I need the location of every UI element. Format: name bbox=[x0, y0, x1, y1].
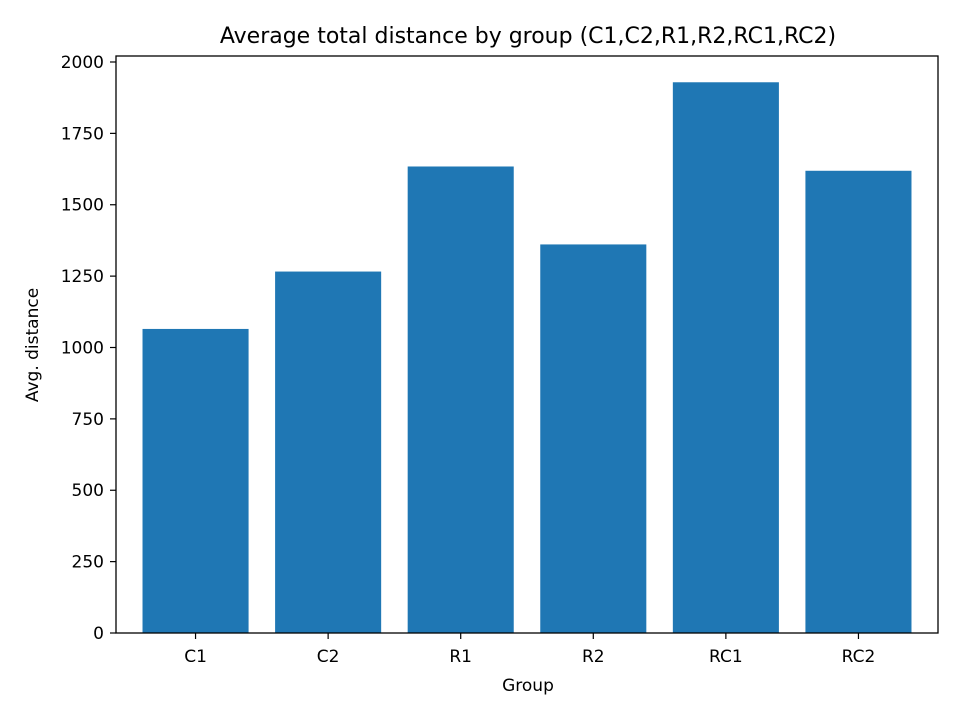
y-tick-label: 750 bbox=[72, 410, 104, 430]
y-tick-label: 2000 bbox=[61, 53, 104, 73]
y-tick-label: 1000 bbox=[61, 338, 104, 358]
y-tick-label: 0 bbox=[93, 624, 104, 644]
y-tick-label: 500 bbox=[72, 481, 104, 501]
x-tick-label: RC2 bbox=[842, 647, 876, 667]
x-axis-label: Group bbox=[502, 676, 554, 696]
bar-r2 bbox=[540, 244, 647, 633]
bar-c1 bbox=[142, 328, 249, 633]
x-tick-label: C1 bbox=[184, 647, 207, 667]
bars-group bbox=[142, 82, 912, 634]
y-tick-label: 1500 bbox=[61, 196, 104, 216]
bar-c2 bbox=[275, 271, 382, 633]
y-axis: 0 250 500 750 1000 1250 1500 1750 2000 bbox=[61, 53, 116, 644]
y-tick-label: 1250 bbox=[61, 267, 104, 287]
bar-r1 bbox=[407, 166, 514, 634]
y-tick-label: 250 bbox=[72, 553, 104, 573]
x-axis: C1 C2 R1 R2 RC1 RC2 bbox=[184, 633, 875, 667]
bar-rc1 bbox=[672, 82, 779, 633]
chart-title: Average total distance by group (C1,C2,R… bbox=[220, 24, 836, 49]
bar-rc2 bbox=[805, 170, 912, 633]
y-tick-label: 1750 bbox=[61, 124, 104, 144]
x-tick-label: R2 bbox=[582, 647, 605, 667]
x-tick-label: RC1 bbox=[709, 647, 743, 667]
plot-frame bbox=[115, 55, 939, 634]
y-axis-label: Avg. distance bbox=[23, 288, 43, 402]
x-tick-label: R1 bbox=[449, 647, 472, 667]
x-tick-label: C2 bbox=[317, 647, 340, 667]
